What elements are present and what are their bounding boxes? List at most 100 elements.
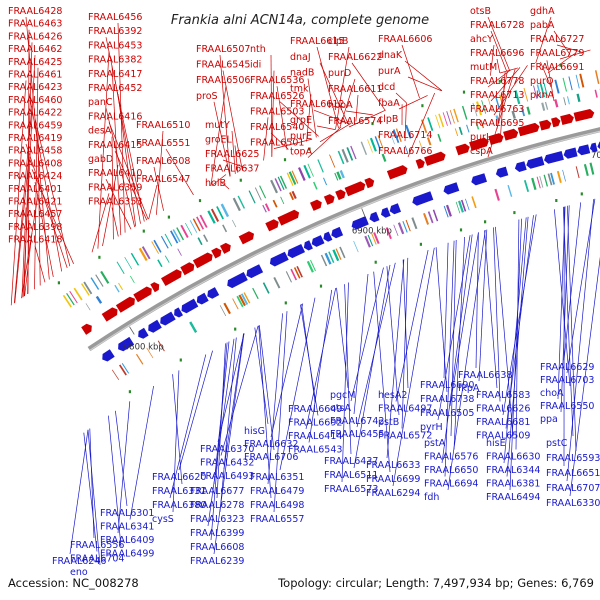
reverse-gene-connector xyxy=(495,226,514,437)
feature-stripe xyxy=(476,101,483,116)
reverse-gene-connector xyxy=(273,311,288,513)
forward-gene-connector xyxy=(547,53,576,74)
feature-stripe xyxy=(523,87,529,102)
forward-gene-connector xyxy=(22,55,36,298)
forward-gene-connector xyxy=(404,102,407,142)
reverse-gene-connector xyxy=(447,230,486,491)
gene-arrow xyxy=(369,211,380,223)
gene-arrow xyxy=(161,269,182,286)
feature-stripe xyxy=(494,188,500,201)
feature-stripe xyxy=(443,205,449,218)
forward-gene-connector xyxy=(21,194,39,299)
feature-stripe xyxy=(523,180,530,193)
feature-stripe xyxy=(579,73,585,88)
gene-arrow xyxy=(560,113,574,125)
feature-stripe xyxy=(288,171,297,185)
feature-stripe xyxy=(252,287,259,300)
forward-gene-label: nth xyxy=(250,44,266,55)
forward-gene-connector xyxy=(276,86,288,150)
feature-stripe xyxy=(423,212,430,225)
accession-text: Accession: NC_008278 xyxy=(8,576,139,590)
reverse-gene-connector xyxy=(444,240,455,477)
forward-gene-label: pknA xyxy=(530,90,555,101)
forward-gene-label: FRAAL6419 xyxy=(8,133,62,144)
gene-arrow xyxy=(597,141,600,150)
forward-gene-label: FRAAL6417 xyxy=(88,69,142,80)
reverse-gene-connector xyxy=(279,297,316,471)
marker-dot xyxy=(555,199,558,202)
forward-gene-connector xyxy=(117,93,137,227)
forward-feature-track-2 xyxy=(85,88,600,311)
forward-gene-connector xyxy=(263,117,269,161)
gene-arrow xyxy=(589,142,598,153)
gene-arrow xyxy=(455,143,470,156)
gene-arrow xyxy=(573,109,595,122)
gene-arrow xyxy=(133,286,152,303)
feature-stripe xyxy=(556,170,562,183)
gene-arrow xyxy=(220,242,231,254)
reverse-gene-label: pyrH xyxy=(420,422,443,433)
reverse-gene-label: FRAAL6301 xyxy=(100,508,154,519)
gene-arrow xyxy=(412,191,434,206)
feature-stripe xyxy=(507,184,513,197)
reverse-gene-label: pgcM xyxy=(330,390,355,401)
forward-gene-connector xyxy=(27,220,30,295)
gene-arrow xyxy=(351,216,369,230)
forward-gene-connector xyxy=(270,132,289,150)
reverse-gene-track xyxy=(102,141,600,362)
reverse-gene-connector xyxy=(401,257,409,429)
forward-gene-connector xyxy=(25,143,68,269)
feature-stripe xyxy=(81,283,90,296)
forward-gene-connector xyxy=(102,164,119,247)
forward-gene-label: FRAAL6456 xyxy=(88,12,142,23)
gene-arrow xyxy=(303,240,313,251)
forward-gene-connector xyxy=(211,174,227,186)
reverse-gene-label: FRAAL6432 xyxy=(200,458,254,469)
forward-gene-label: fbaA xyxy=(378,98,400,109)
reverse-gene-label: FRAAL6694 xyxy=(424,479,478,490)
reverse-gene-label: FRAAL6556 xyxy=(70,540,124,551)
forward-gene-connector xyxy=(540,61,552,88)
feature-stripe xyxy=(385,227,392,240)
reverse-gene-label: FRAAL6633 xyxy=(366,460,420,471)
feature-stripe xyxy=(85,303,91,311)
gene-arrow xyxy=(577,144,591,156)
reverse-gene-connector xyxy=(392,247,435,487)
forward-gene-label: FRAAL6508 xyxy=(136,156,190,167)
forward-gene-connector xyxy=(117,22,126,233)
backbone-arc xyxy=(87,127,600,352)
marker-dot xyxy=(239,178,242,182)
forward-gene-connector xyxy=(220,180,230,190)
forward-gene-label: FRAAL6606 xyxy=(378,34,432,45)
feature-stripe xyxy=(118,282,124,291)
forward-gene-connector xyxy=(222,70,243,171)
reverse-gene-connector xyxy=(308,289,333,443)
reverse-gene-connector xyxy=(223,333,244,470)
gene-arrow xyxy=(311,235,325,247)
feature-stripe xyxy=(426,137,432,146)
reverse-gene-label: hesA2 xyxy=(378,390,407,401)
feature-stripe xyxy=(277,176,285,190)
feature-stripe xyxy=(135,353,144,365)
reverse-gene-connector xyxy=(254,327,269,425)
gene-arrow xyxy=(150,282,160,293)
feature-stripe xyxy=(554,99,559,108)
reverse-gene-connector xyxy=(210,342,228,541)
forward-gene-connector xyxy=(105,108,136,228)
forward-gene-label: purD xyxy=(328,68,351,79)
feature-stripe xyxy=(111,369,120,380)
forward-gene-connector xyxy=(91,193,110,253)
forward-gene-connector xyxy=(111,136,114,240)
marker-dot xyxy=(128,390,131,394)
feature-stripe xyxy=(404,145,409,154)
feature-stripe xyxy=(160,235,169,249)
forward-gene-label: FRAAL6426 xyxy=(8,31,62,42)
reverse-gene-label: FRAAL6550 xyxy=(540,401,594,412)
feature-stripe xyxy=(303,164,311,179)
forward-gene-connector xyxy=(114,150,148,221)
gene-arrow xyxy=(148,319,162,333)
forward-gene-label: idi xyxy=(250,60,261,71)
forward-gene-connector xyxy=(234,145,239,173)
feature-stripe xyxy=(138,247,148,262)
